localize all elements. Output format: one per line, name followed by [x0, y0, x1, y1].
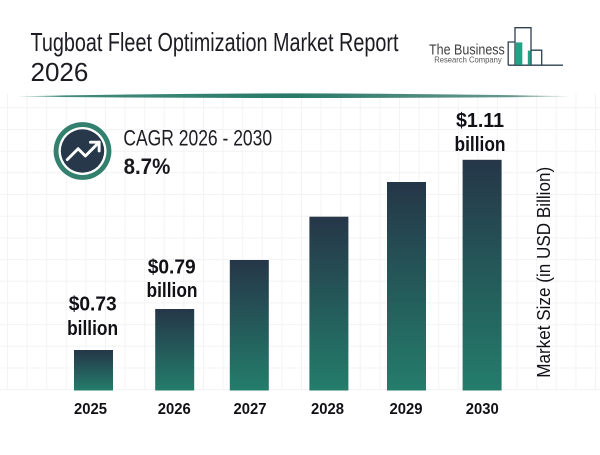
svg-text:2026: 2026 [158, 401, 191, 418]
svg-text:CAGR 2026 - 2030: CAGR 2026 - 2030 [123, 126, 272, 151]
svg-text:billion: billion [147, 280, 198, 302]
svg-text:billion: billion [67, 318, 118, 340]
svg-text:2025: 2025 [74, 401, 107, 418]
svg-text:2030: 2030 [466, 401, 499, 418]
svg-text:$0.73: $0.73 [69, 294, 117, 316]
svg-text:The Business: The Business [429, 43, 505, 59]
svg-text:$1.11: $1.11 [456, 110, 504, 132]
svg-text:Market Size (in USD Billion): Market Size (in USD Billion) [534, 167, 554, 378]
svg-text:billion: billion [455, 134, 506, 156]
svg-text:8.7%: 8.7% [124, 154, 171, 179]
svg-text:2029: 2029 [390, 401, 423, 418]
svg-text:$0.79: $0.79 [148, 256, 196, 278]
svg-text:Tugboat Fleet Optimization Mar: Tugboat Fleet Optimization Market Report [31, 27, 400, 57]
svg-text:Research Company: Research Company [434, 55, 502, 65]
svg-text:2026: 2026 [31, 57, 89, 87]
svg-text:2027: 2027 [234, 401, 267, 418]
svg-text:2028: 2028 [311, 401, 344, 418]
